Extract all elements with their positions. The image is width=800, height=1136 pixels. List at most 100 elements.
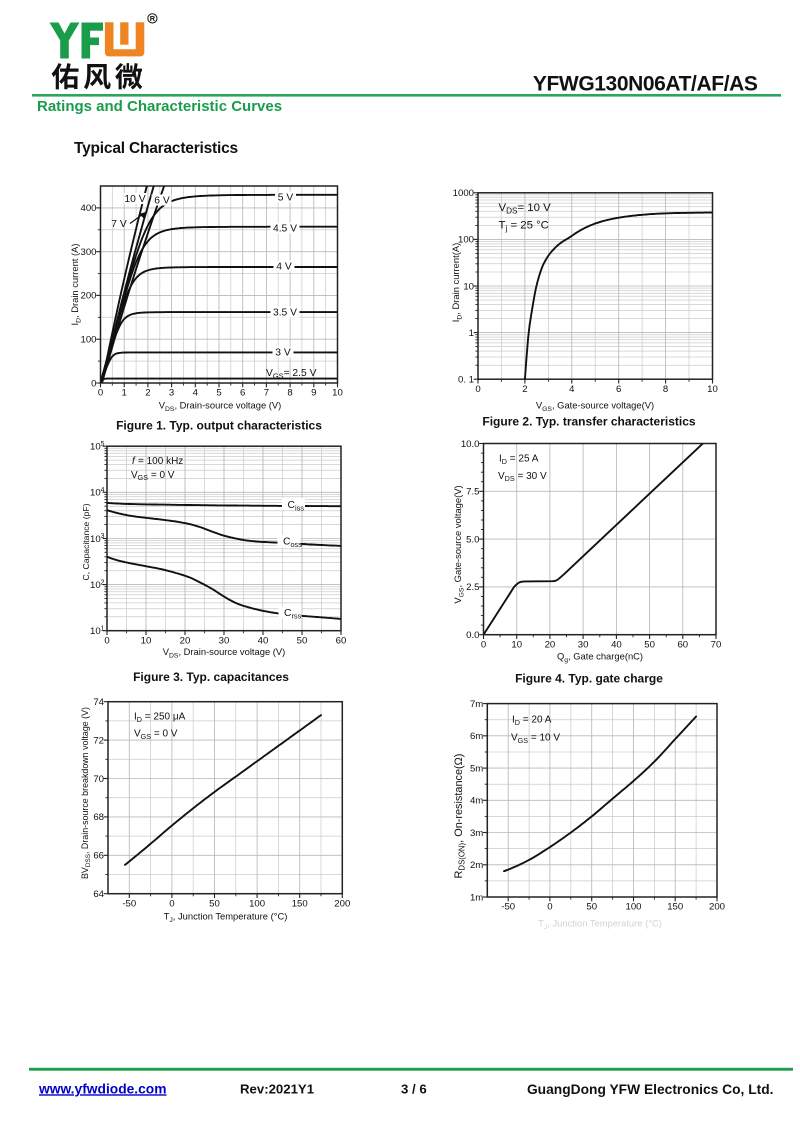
svg-text:7 V: 7 V [111,219,127,230]
svg-text:VDS​= 10 V: VDS​= 10 V [499,202,552,216]
svg-text:VDS​, Drain-source voltage (V): VDS​, Drain-source voltage (V) [163,646,286,659]
svg-text:ID​ = 25 A: ID​ = 25 A [499,454,539,466]
svg-text:1: 1 [469,328,474,339]
svg-text:8: 8 [287,388,292,399]
svg-text:200: 200 [80,291,96,302]
svg-text:Figure 1. Typ. output characte: Figure 1. Typ. output characteristics [116,418,322,432]
svg-text:5: 5 [216,388,221,399]
svg-text:ID​ = 20 A: ID​ = 20 A [512,715,552,727]
svg-text:100: 100 [80,335,96,346]
svg-text:6: 6 [616,384,621,395]
svg-text:30: 30 [219,635,230,646]
svg-text:72: 72 [93,735,104,746]
svg-text:0: 0 [98,388,103,399]
svg-text:2.5: 2.5 [466,582,479,593]
svg-text:3.5 V: 3.5 V [273,308,297,319]
svg-text:103​: 103​ [90,533,105,545]
svg-text:10: 10 [463,281,474,292]
svg-text:Ratings and Characteristic Cur: Ratings and Characteristic Curves [37,98,282,115]
svg-text:Qg​, Gate charge(nC): Qg​, Gate charge(nC) [557,651,643,664]
svg-text:1000: 1000 [453,188,474,199]
svg-text:RDS(ON)​, On-resistance(Ω): RDS(ON)​, On-resistance(Ω) [453,754,467,879]
svg-text:104​: 104​ [90,487,105,499]
svg-text:10.0: 10.0 [461,439,480,450]
svg-text:VDS​ = 30 V: VDS​ = 30 V [498,471,547,483]
svg-text:ID​, Drain current(A): ID​, Drain current(A) [450,243,463,322]
svg-text:40: 40 [611,639,622,650]
svg-text:4m: 4m [470,796,483,807]
svg-text:YFWG130N06AT/AF/AS: YFWG130N06AT/AF/AS [533,73,758,96]
svg-text:3: 3 [169,388,174,399]
svg-text:0: 0 [481,639,486,650]
svg-text:1: 1 [122,388,127,399]
svg-text:Crss​: Crss​ [284,608,302,621]
svg-text:400: 400 [80,203,96,214]
svg-text:68: 68 [93,812,104,823]
svg-text:ID​ = 250 μA: ID​ = 250 μA [134,712,186,724]
svg-text:-50: -50 [122,898,136,909]
svg-text:30: 30 [578,639,589,650]
svg-text:66: 66 [93,851,104,862]
svg-text:10: 10 [707,384,718,395]
svg-text:1m: 1m [470,892,483,903]
svg-text:60: 60 [677,639,688,650]
svg-text:0: 0 [91,378,96,389]
svg-text:101​: 101​ [90,625,105,637]
svg-text:50: 50 [586,902,597,913]
svg-text:6m: 6m [470,731,483,742]
svg-text:ID​, Drain current (A): ID​, Drain current (A) [69,243,82,325]
svg-text:105​: 105​ [90,441,105,453]
svg-text:4: 4 [193,388,199,399]
svg-text:Figure 2. Typ. transfer charac: Figure 2. Typ. transfer characteristics [482,414,696,428]
svg-text:0: 0 [547,902,552,913]
svg-text:Ciss​: Ciss​ [288,500,305,513]
svg-text:Coss​: Coss​ [283,537,302,550]
svg-text:VGS​ = 10 V: VGS​ = 10 V [511,733,560,745]
svg-text:VGS​ = 0 V: VGS​ = 0 V [131,470,175,482]
svg-text:Tj​ = 25 °C: Tj​ = 25 °C [499,220,549,234]
svg-text:5 V: 5 V [278,193,294,204]
svg-text:VGS​ = 0 V: VGS​ = 0 V [134,729,178,741]
svg-text:VDS​, Drain-source voltage (V): VDS​, Drain-source voltage (V) [159,400,282,413]
svg-text:150: 150 [292,898,308,909]
svg-text:0: 0 [104,635,109,646]
svg-text:Figure 3. Typ. capacitances: Figure 3. Typ. capacitances [133,670,289,684]
svg-text:VGS​, Gate-source voltage(V): VGS​, Gate-source voltage(V) [452,485,465,603]
svg-text:0: 0 [475,384,480,395]
svg-text:VGS​= 2.5 V: VGS​= 2.5 V [266,368,317,381]
svg-text:100: 100 [249,898,265,909]
svg-text:200: 200 [334,898,350,909]
svg-text:50: 50 [644,639,655,650]
svg-text:BVDSS​, Drain-source breakdown: BVDSS​, Drain-source breakdown voltage (… [80,707,92,879]
svg-text:6: 6 [240,388,245,399]
svg-text:TJ​, Junction Temperature (°C): TJ​, Junction Temperature (°C) [538,918,662,931]
svg-text:0.0: 0.0 [466,630,479,641]
svg-text:74: 74 [93,697,104,708]
svg-text:150: 150 [667,902,683,913]
svg-text:3m: 3m [470,828,483,839]
svg-text:R: R [150,14,156,23]
svg-text:Typical Characteristics: Typical Characteristics [74,140,238,157]
svg-text:f: f [132,456,136,467]
svg-text:100: 100 [458,235,474,246]
svg-text:9: 9 [311,388,316,399]
svg-text:20: 20 [180,635,191,646]
svg-text:www.yfwdiode.com: www.yfwdiode.com [38,1081,167,1096]
svg-text:20: 20 [545,639,556,650]
svg-text:GuangDong YFW Electronics Co,: GuangDong YFW Electronics Co, Ltd. [527,1082,774,1097]
svg-text:100: 100 [625,902,641,913]
svg-text:200: 200 [709,902,725,913]
svg-text:4.5 V: 4.5 V [273,224,297,235]
svg-text:50: 50 [297,635,308,646]
svg-text:6 V: 6 V [154,196,170,207]
svg-text:8: 8 [663,384,668,395]
svg-text:VGS​, Gate-source voltage(V): VGS​, Gate-source voltage(V) [536,400,654,413]
svg-text:Figure 4. Typ. gate charge: Figure 4. Typ. gate charge [515,672,663,686]
svg-text:70: 70 [711,639,722,650]
svg-text:2m: 2m [470,860,483,871]
svg-text:64: 64 [93,889,104,900]
svg-text:= 100 kHz: = 100 kHz [138,456,183,467]
svg-text:4 V: 4 V [276,262,292,273]
svg-text:TJ​, Junction Temperature (°C): TJ​, Junction Temperature (°C) [164,911,288,924]
svg-text:5m: 5m [470,763,483,774]
